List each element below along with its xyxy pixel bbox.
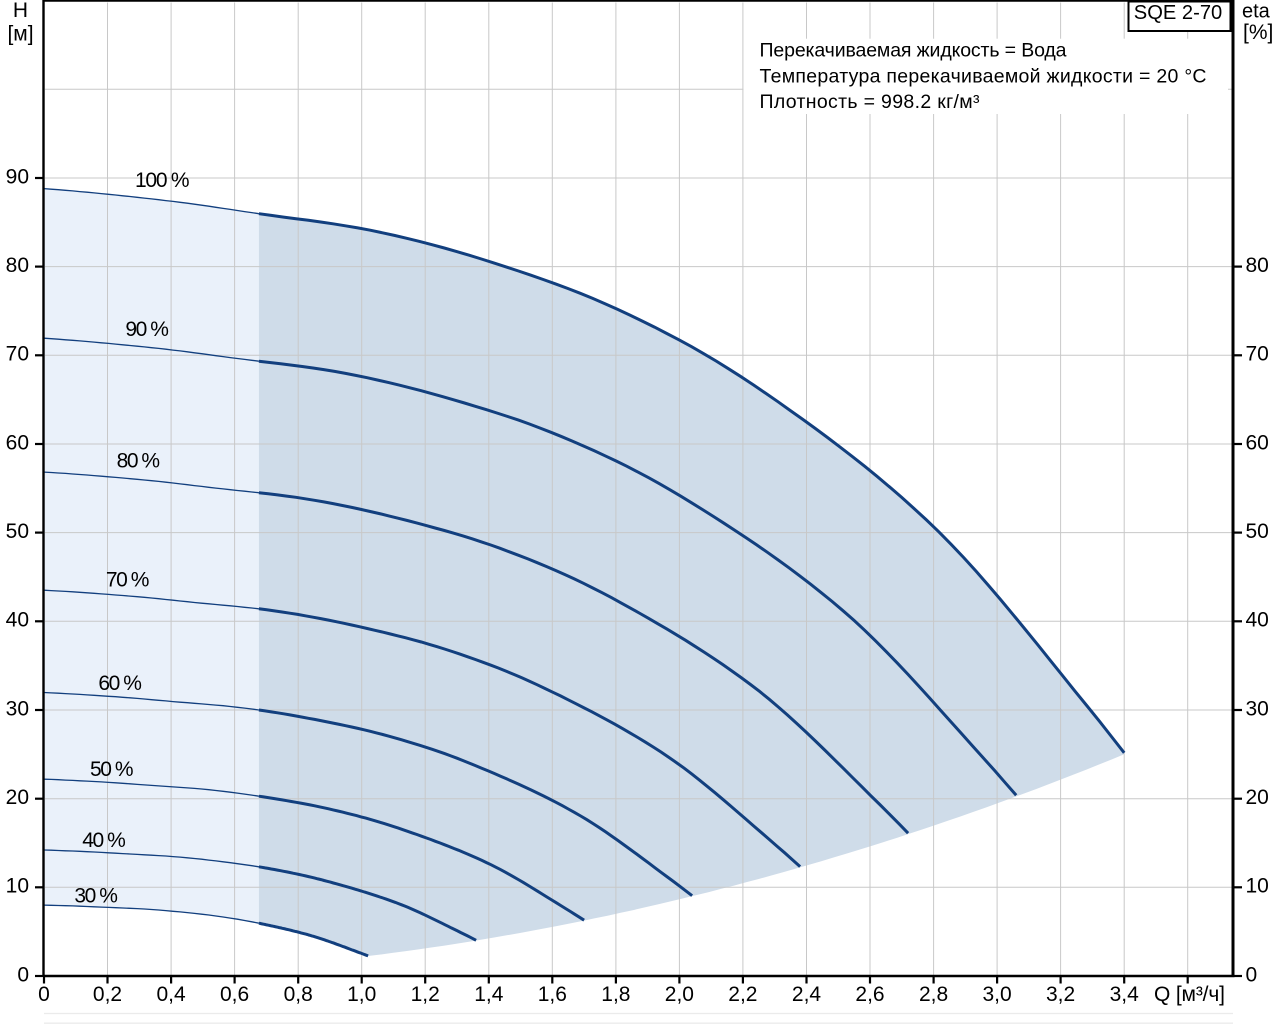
svg-text:40: 40 [1246,609,1269,632]
svg-text:3,4: 3,4 [1110,983,1140,1006]
svg-text:3,0: 3,0 [982,983,1011,1006]
svg-text:40: 40 [6,609,29,632]
svg-text:H: H [13,0,28,22]
svg-text:50: 50 [6,520,29,543]
svg-text:1,4: 1,4 [474,983,504,1006]
svg-text:Температура перекачиваемой жид: Температура перекачиваемой жидкости = 20… [760,65,1207,87]
svg-text:[м]: [м] [7,23,33,46]
svg-text:70: 70 [6,343,29,366]
svg-text:0,8: 0,8 [284,983,313,1006]
svg-text:0: 0 [38,983,50,1006]
svg-text:Перекачиваемая жидкость = Вода: Перекачиваемая жидкость = Вода [760,40,1067,62]
svg-text:Плотность = 998.2 кг/м³: Плотность = 998.2 кг/м³ [760,91,981,113]
svg-text:SQE 2-70: SQE 2-70 [1134,2,1223,24]
svg-text:Q [м³/ч]: Q [м³/ч] [1154,983,1225,1006]
svg-text:2,2: 2,2 [728,983,757,1006]
svg-text:20: 20 [6,786,29,809]
svg-text:0,4: 0,4 [156,983,186,1006]
svg-text:2,4: 2,4 [792,983,822,1006]
svg-text:30: 30 [6,697,29,720]
svg-text:10: 10 [6,875,29,898]
svg-text:50 %: 50 % [90,758,134,781]
svg-text:40 %: 40 % [82,829,126,852]
svg-text:2,6: 2,6 [855,983,884,1006]
svg-text:70 %: 70 % [106,569,149,592]
svg-text:90: 90 [6,165,29,188]
svg-text:3,2: 3,2 [1046,983,1075,1006]
svg-text:100 %: 100 % [135,169,190,192]
svg-text:30: 30 [1246,697,1269,720]
svg-text:50: 50 [1246,520,1269,543]
svg-text:0,6: 0,6 [220,983,249,1006]
svg-text:60: 60 [1246,431,1269,454]
svg-text:1,8: 1,8 [601,983,630,1006]
svg-text:eta: eta [1242,0,1271,22]
svg-text:80: 80 [1246,254,1269,277]
svg-text:0: 0 [17,963,29,986]
svg-text:0,2: 0,2 [93,983,122,1006]
svg-text:[%]: [%] [1243,21,1273,44]
svg-text:80: 80 [6,254,29,277]
svg-text:70: 70 [1246,343,1269,366]
svg-text:90 %: 90 % [125,318,168,341]
svg-text:30 %: 30 % [74,884,118,907]
svg-text:1,0: 1,0 [347,983,376,1006]
svg-text:0: 0 [1246,963,1258,986]
svg-text:1,6: 1,6 [538,983,567,1006]
svg-text:60: 60 [6,431,29,454]
svg-text:20: 20 [1246,786,1269,809]
svg-text:1,2: 1,2 [411,983,440,1006]
svg-text:60 %: 60 % [98,672,141,695]
svg-text:10: 10 [1246,875,1269,898]
svg-text:2,8: 2,8 [919,983,948,1006]
svg-text:80 %: 80 % [117,450,161,473]
svg-text:2,0: 2,0 [665,983,694,1006]
